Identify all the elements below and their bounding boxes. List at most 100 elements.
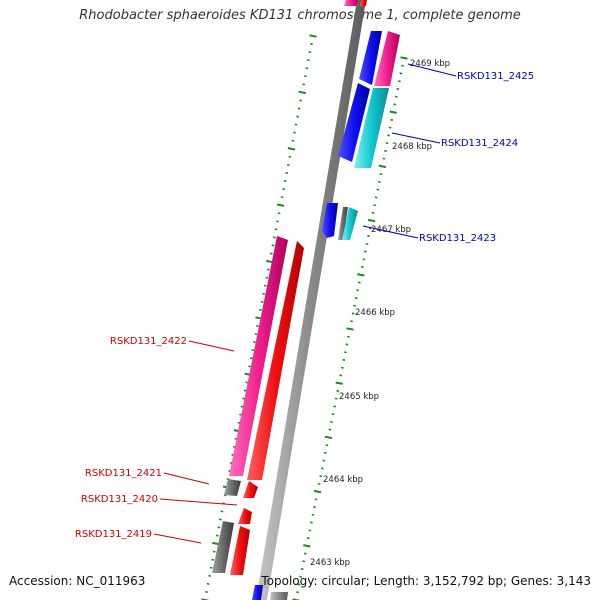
scale-tick-inner [371, 211, 375, 214]
scale-tick-outer [253, 341, 256, 344]
scale-tick-inner [376, 188, 380, 191]
scale-tick-outer [212, 550, 216, 553]
scale-tick-outer [291, 139, 295, 142]
scale-tick-outer [211, 558, 215, 561]
gene-feature-bottom-blue[interactable] [252, 585, 263, 600]
scale-tick-inner [306, 537, 310, 540]
kbp-label-2463: 2463 kbp [310, 558, 350, 568]
gene-feature-red-lower[interactable] [230, 526, 250, 575]
scale-tick-inner [367, 235, 370, 238]
scale-tick-inner [390, 118, 394, 121]
gene-feature-red-pair-upper[interactable] [238, 508, 252, 524]
scale-tick-inner [344, 351, 347, 354]
scale-tick-outer [286, 163, 290, 166]
scale-tick-inner [346, 327, 354, 331]
scale-tick-outer [302, 83, 306, 86]
scale-tick-inner [323, 451, 327, 454]
scale-tick-inner [314, 498, 318, 501]
scale-tick-inner [339, 374, 343, 377]
scale-tick-inner [398, 80, 401, 83]
gene-feature-blue-upper[interactable] [359, 31, 382, 85]
scale-tick-inner [351, 312, 355, 315]
scale-tick-inner [401, 64, 404, 67]
gene-feature-top-magenta[interactable] [344, 0, 358, 6]
scale-tick-inner [389, 110, 397, 114]
kbp-label-2467: 2467 kbp [371, 225, 411, 235]
scale-tick-inner [378, 164, 387, 169]
gene-feature-gray-small[interactable] [338, 207, 348, 240]
gene-labels-forward[interactable]: RSKD131_2425 RSKD131_2424 RSKD131_2423 [362, 63, 534, 244]
scale-tick-inner [303, 544, 311, 548]
gene-feature-rskd131-2422[interactable] [229, 236, 288, 476]
scale-tick-inner [393, 103, 397, 106]
gene-feature-rskd131-2424[interactable] [354, 88, 389, 168]
scale-tick-outer [265, 276, 269, 279]
gene-feature-rskd131-2425[interactable] [374, 31, 400, 86]
scale-tick-inner [342, 358, 346, 361]
gene-feature-blue-lower[interactable] [338, 83, 370, 162]
scale-tick-outer [282, 188, 286, 191]
scale-tick-inner [382, 157, 386, 160]
gene-feature-rskd131-2420[interactable] [243, 481, 258, 498]
scale-tick-outer [297, 107, 301, 110]
scale-tick-inner [311, 513, 315, 516]
gene-feature-top-red[interactable] [360, 0, 367, 6]
scale-tick-inner [357, 273, 365, 277]
scale-tick-outer [276, 203, 285, 207]
scale-tick-inner [362, 258, 366, 261]
kbp-label-2465: 2465 kbp [339, 392, 379, 402]
scale-tick-inner [300, 568, 304, 571]
scale-tick-inner [367, 218, 376, 223]
scale-tick-outer [223, 494, 227, 497]
gene-feature-bottom-gray[interactable] [270, 592, 288, 600]
scale-tick-inner [317, 482, 321, 485]
scale-tick-outer [276, 220, 279, 223]
scale-tick-outer [205, 590, 208, 593]
gene-feature-rskd131-2419[interactable] [212, 521, 234, 573]
scale-tick-inner [384, 149, 387, 152]
scale-tick-outer [260, 300, 264, 303]
scale-tick-outer [208, 574, 211, 577]
scale-tick-outer [256, 325, 259, 328]
scale-tick-inner [356, 289, 360, 292]
scale-tick-inner [394, 95, 398, 98]
scale-tick-outer [240, 405, 244, 408]
scale-tick-inner [345, 343, 349, 346]
scale-ticks-inner [292, 56, 408, 600]
scale-tick-inner [297, 583, 301, 586]
scale-tick-inner [324, 435, 333, 440]
kbp-label-2466: 2466 kbp [355, 308, 395, 318]
scale-tick-inner [379, 173, 383, 176]
gene-feature-blue-small[interactable] [322, 203, 338, 238]
scale-tick-outer [251, 349, 255, 352]
scale-tick-inner [299, 575, 302, 578]
scale-tick-outer [294, 123, 298, 126]
scale-tick-inner [340, 366, 344, 369]
scale-tick-inner [357, 281, 361, 284]
scale-tick-outer [287, 147, 296, 151]
scale-tick-inner [296, 591, 299, 594]
scale-tick-inner [368, 227, 372, 230]
gene-labels-reverse[interactable]: RSKD131_2422 RSKD131_2421 RSKD131_2420 R… [75, 336, 238, 544]
gene-feature-red-long[interactable] [247, 241, 304, 480]
scale-tick-inner [302, 560, 306, 563]
scale-tick-inner [399, 72, 403, 75]
scale-tick-outer [288, 155, 292, 158]
gene-label-rskd131-2424: RSKD131_2424 [441, 138, 518, 149]
scale-tick-inner [313, 506, 316, 509]
gene-feature-rskd131-2423[interactable] [342, 207, 358, 240]
scale-tick-outer [308, 51, 312, 54]
scale-tick-inner [354, 297, 358, 300]
scale-tick-inner [373, 204, 377, 207]
gene-feature-rskd131-2421[interactable] [224, 479, 241, 496]
scale-tick-inner [313, 489, 322, 494]
gene-label-rskd131-2423: RSKD131_2423 [419, 233, 496, 244]
scale-tick-inner [333, 405, 336, 408]
scale-tick-inner [336, 389, 340, 392]
gene-label-rskd131-2421: RSKD131_2421 [85, 468, 162, 479]
scale-tick-inner [353, 304, 356, 307]
accession-text: Accession: NC_011963 [9, 574, 146, 588]
scale-tick-inner [319, 475, 323, 478]
scale-tick-inner [310, 521, 313, 524]
